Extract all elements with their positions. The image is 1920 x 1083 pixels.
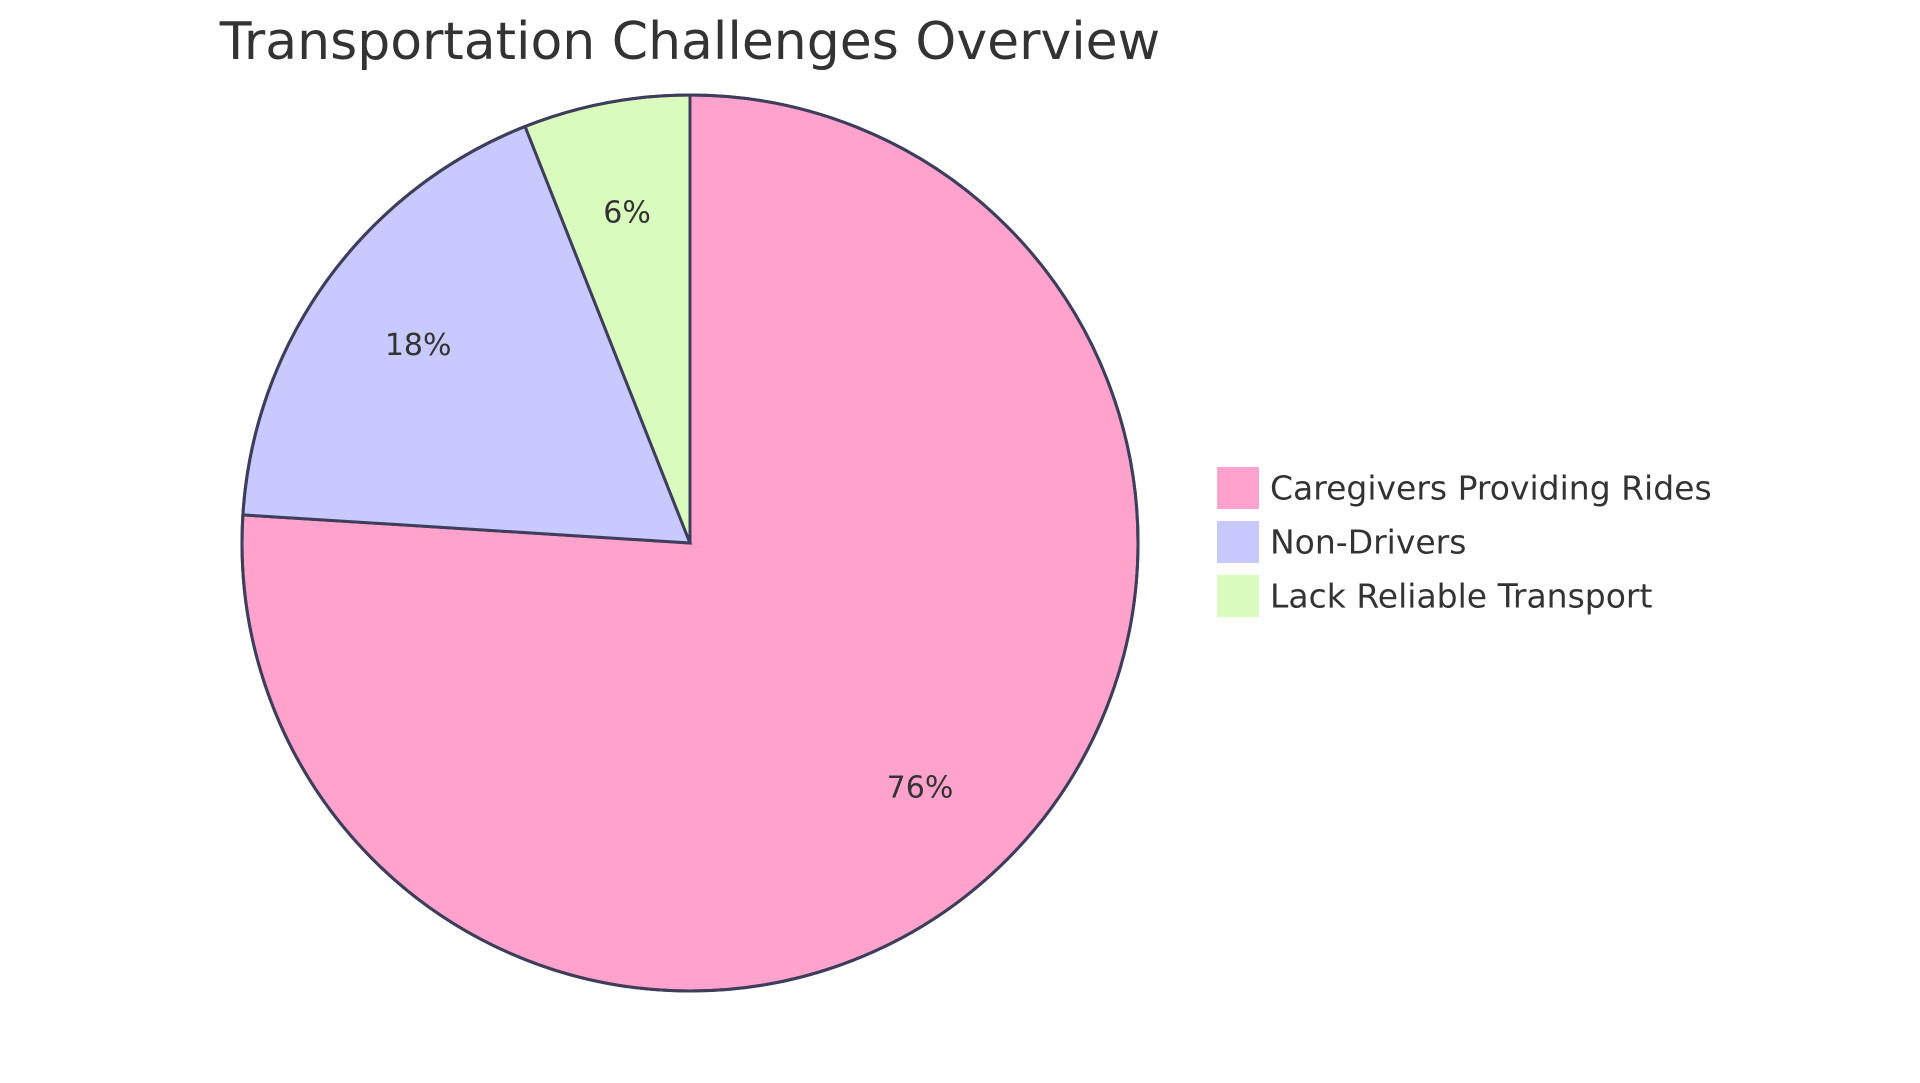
- legend-swatch-0: [1215, 465, 1261, 511]
- legend-swatch-2: [1215, 573, 1261, 619]
- legend-label-0: Caregivers Providing Rides: [1270, 469, 1712, 508]
- pie-outline: [240, 93, 1140, 993]
- slice-label-1: 18%: [385, 328, 452, 363]
- legend-label-1: Non-Drivers: [1270, 523, 1466, 562]
- slice-labels: 76% 18% 6%: [385, 195, 954, 805]
- legend-label-2: Lack Reliable Transport: [1270, 577, 1652, 616]
- legend: Caregivers Providing Rides Non-Drivers Lac…: [1215, 465, 1712, 619]
- legend-swatch-1: [1215, 519, 1261, 565]
- slice-label-2: 6%: [603, 195, 651, 230]
- pie-slices: [240, 93, 1140, 993]
- slice-label-0: 76%: [887, 770, 954, 805]
- chart-title: Transportation Challenges Overview: [219, 12, 1160, 72]
